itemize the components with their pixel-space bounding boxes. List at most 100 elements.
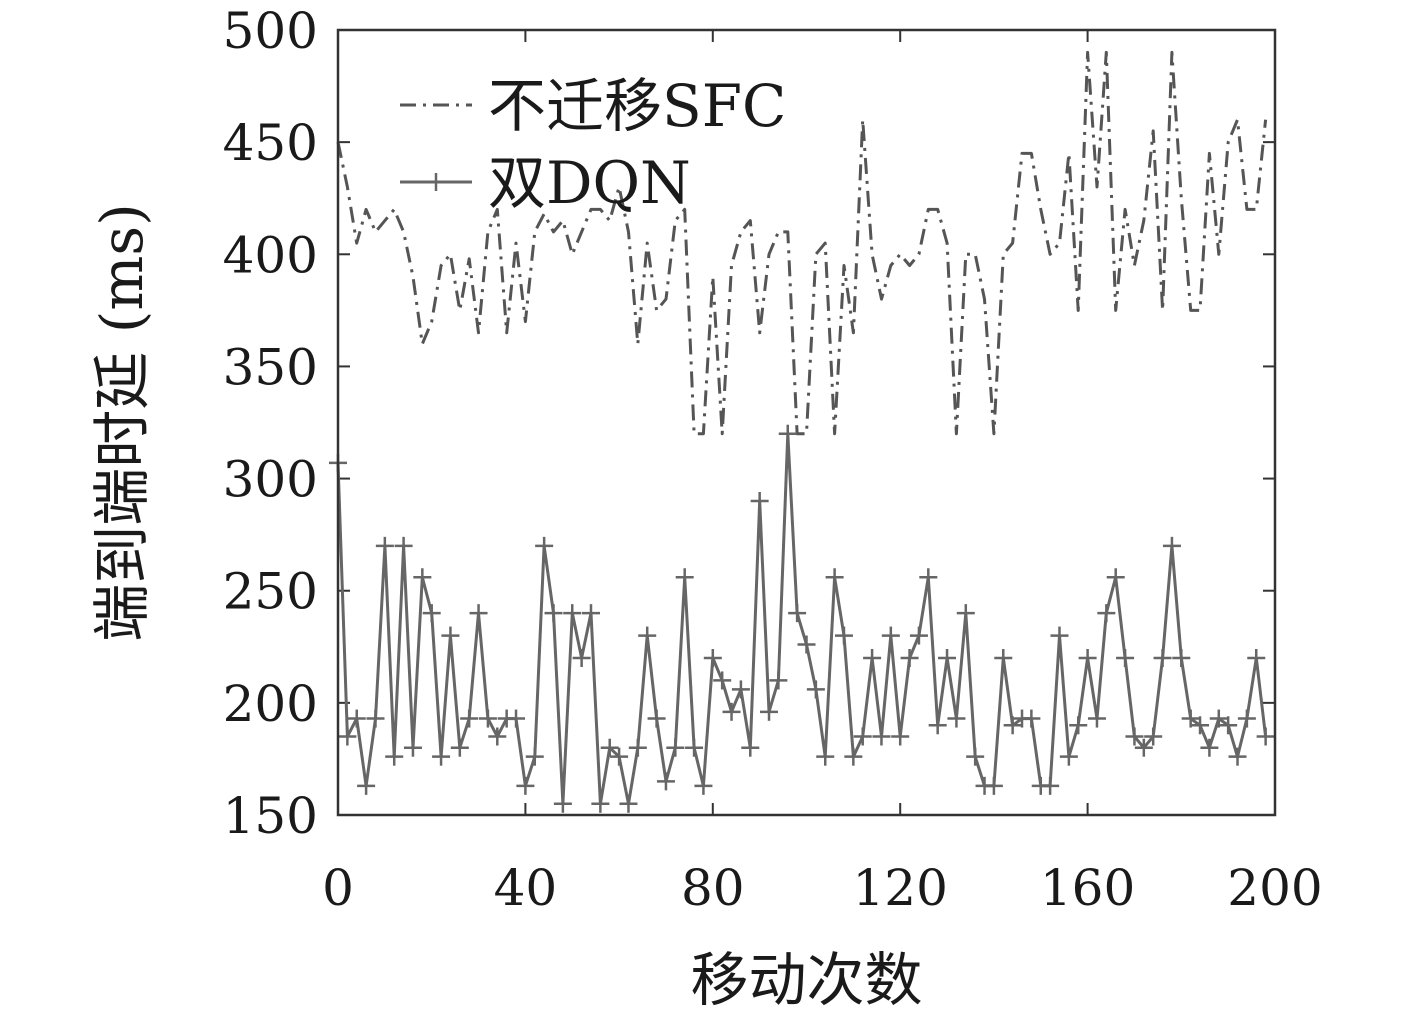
y-axis-title: 端到端时延 (ms) bbox=[88, 203, 156, 641]
plot-frame bbox=[336, 28, 1277, 817]
data-point bbox=[544, 604, 563, 623]
axis-ticks: 150 200 250 300 350 400 450 500 0 40 80 120 160 200 bbox=[223, 2, 1323, 917]
data-point bbox=[938, 649, 957, 667]
data-point bbox=[1078, 649, 1097, 667]
data-point bbox=[1172, 649, 1191, 667]
data-point bbox=[1219, 716, 1238, 735]
legend-label-series-2: 双DQN bbox=[488, 149, 691, 217]
data-point bbox=[872, 727, 891, 746]
data-point bbox=[619, 794, 638, 813]
data-point bbox=[403, 738, 422, 757]
data-point bbox=[507, 709, 526, 728]
data-point bbox=[1125, 727, 1144, 746]
data-point bbox=[432, 747, 451, 766]
data-point bbox=[900, 649, 919, 667]
x-axis-title: 移动次数 bbox=[690, 946, 922, 1014]
data-point bbox=[750, 492, 769, 510]
data-point bbox=[1256, 727, 1275, 746]
series-line-1 bbox=[336, 50, 1268, 436]
data-point bbox=[1106, 568, 1125, 587]
data-point bbox=[581, 604, 600, 623]
data-point bbox=[656, 772, 675, 791]
x-tick-label: 120 bbox=[852, 859, 947, 917]
data-point bbox=[806, 680, 825, 699]
data-point bbox=[460, 709, 479, 728]
data-point bbox=[863, 649, 882, 667]
data-point bbox=[984, 776, 1003, 795]
data-point bbox=[966, 747, 985, 766]
data-point bbox=[1247, 649, 1266, 667]
data-point bbox=[347, 709, 366, 728]
legend-marker-plus bbox=[427, 173, 445, 191]
data-point bbox=[1162, 536, 1181, 555]
x-tick-label: 200 bbox=[1227, 859, 1322, 917]
y-tick-label: 350 bbox=[223, 338, 318, 396]
data-point bbox=[450, 738, 469, 757]
x-tick-label: 0 bbox=[322, 859, 354, 917]
legend-label-series-1: 不迁移SFC bbox=[488, 72, 786, 140]
data-point bbox=[909, 626, 928, 645]
y-tick-label: 400 bbox=[223, 226, 318, 284]
data-point bbox=[1116, 649, 1135, 667]
data-point bbox=[385, 747, 404, 766]
data-point bbox=[413, 568, 432, 587]
data-point bbox=[535, 536, 554, 555]
data-point bbox=[797, 635, 816, 654]
data-point bbox=[844, 747, 863, 766]
data-point bbox=[1022, 709, 1041, 728]
data-point bbox=[994, 649, 1013, 667]
data-point bbox=[928, 716, 947, 735]
data-point bbox=[1041, 776, 1060, 795]
data-point bbox=[516, 776, 535, 795]
data-point bbox=[1153, 649, 1172, 667]
data-point bbox=[1228, 747, 1247, 766]
data-point bbox=[1200, 738, 1219, 757]
data-point bbox=[685, 738, 704, 757]
data-point bbox=[788, 604, 807, 623]
legend-entry-series-1: 不迁移SFC bbox=[400, 72, 786, 140]
data-point bbox=[891, 727, 910, 746]
data-point bbox=[525, 747, 544, 766]
data-point bbox=[816, 747, 835, 766]
x-tick-label: 40 bbox=[494, 859, 558, 917]
data-point bbox=[1069, 716, 1088, 735]
data-point bbox=[572, 649, 591, 667]
data-point bbox=[1134, 738, 1153, 757]
data-point bbox=[769, 671, 788, 690]
data-point bbox=[610, 747, 629, 766]
data-point bbox=[553, 794, 572, 813]
data-point bbox=[469, 604, 488, 623]
data-point bbox=[600, 738, 619, 757]
x-tick-label: 80 bbox=[681, 859, 745, 917]
data-point bbox=[1191, 716, 1210, 735]
data-point bbox=[919, 568, 938, 587]
data-point bbox=[638, 626, 657, 645]
data-point bbox=[375, 536, 394, 555]
data-point bbox=[357, 776, 376, 795]
legend: 不迁移SFC 双DQN bbox=[400, 72, 786, 217]
data-point bbox=[675, 568, 694, 587]
data-point bbox=[478, 709, 497, 728]
data-point bbox=[825, 568, 844, 587]
y-tick-label: 150 bbox=[223, 787, 318, 845]
y-tick-label: 300 bbox=[223, 451, 318, 509]
data-point bbox=[760, 702, 779, 721]
data-point bbox=[956, 604, 975, 623]
data-point bbox=[1144, 727, 1163, 746]
data-point bbox=[1087, 709, 1106, 728]
data-point bbox=[394, 536, 413, 555]
data-point bbox=[1237, 709, 1256, 728]
data-point bbox=[722, 702, 741, 721]
data-point bbox=[366, 709, 385, 728]
series-line-2 bbox=[336, 432, 1268, 806]
data-point bbox=[741, 738, 760, 757]
series-layer bbox=[329, 50, 1275, 813]
legend-entry-series-2: 双DQN bbox=[400, 149, 691, 217]
x-tick-label: 160 bbox=[1040, 859, 1135, 917]
data-point bbox=[713, 671, 732, 690]
data-point bbox=[338, 727, 357, 746]
data-point bbox=[563, 604, 582, 623]
data-point bbox=[1003, 716, 1022, 735]
data-point bbox=[853, 727, 872, 746]
